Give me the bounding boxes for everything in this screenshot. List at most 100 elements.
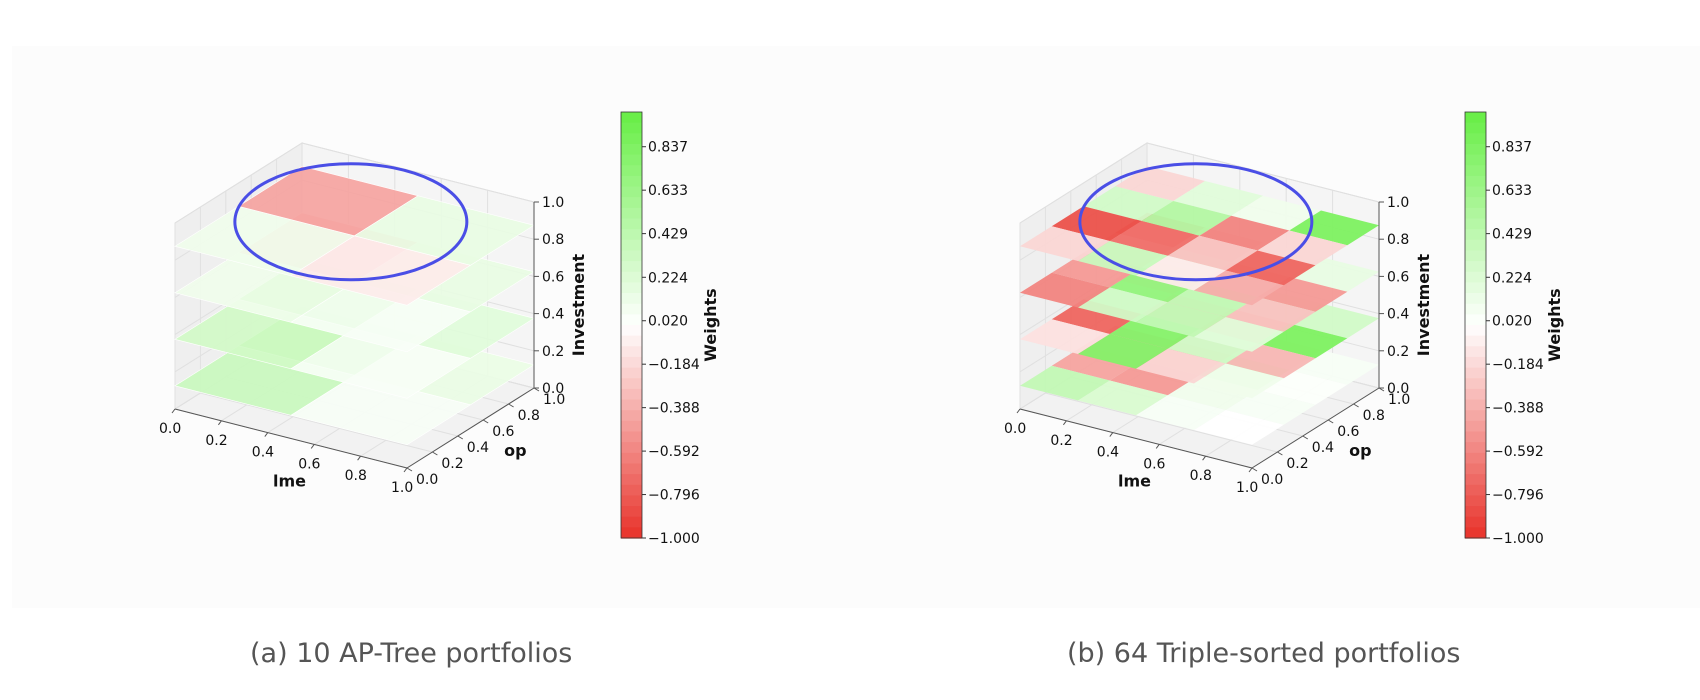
- colorbar-segment: [1465, 261, 1486, 273]
- z-tick-label: 0.0: [1387, 381, 1409, 397]
- colorbar-segment: [621, 495, 642, 507]
- heatmap-layers: [1020, 166, 1379, 445]
- colorbar-segment: [621, 250, 642, 262]
- y-tick: [1353, 403, 1359, 408]
- colorbar-segment: [1465, 250, 1486, 262]
- colorbar-segment: [1465, 346, 1486, 358]
- heatmap-cell: [1225, 390, 1316, 425]
- y-axis-label: op: [1349, 441, 1371, 460]
- colorbar-segment: [621, 399, 642, 411]
- colorbar-segment: [1465, 207, 1486, 220]
- colorbar-tick-label: 0.224: [1492, 270, 1532, 286]
- colorbar-tick-label: −0.592: [1492, 444, 1544, 460]
- y-tick-label: 1.0: [543, 392, 565, 408]
- colorbar-tick-label: 0.837: [648, 140, 688, 156]
- heatmap-cell: [1109, 314, 1200, 349]
- y-tick-label: 0.4: [1312, 440, 1334, 456]
- y-axis-line: [406, 387, 535, 469]
- annotation-ellipse: [233, 162, 469, 282]
- heatmap-cell: [1109, 267, 1200, 303]
- heatmap-cell: [1083, 186, 1174, 221]
- colorbar-tick-label: 0.633: [1492, 183, 1532, 199]
- colorbar-segment: [1465, 325, 1486, 337]
- heatmap-cell: [1136, 395, 1226, 430]
- x-tick: [1109, 432, 1114, 437]
- y-axis-label: op: [504, 441, 526, 460]
- heatmap-layers: [174, 165, 535, 446]
- y-axis-line: [1251, 387, 1380, 469]
- colorbar-tick-label: −0.592: [648, 444, 700, 460]
- y-tick: [482, 419, 489, 424]
- x-tick: [1063, 420, 1067, 426]
- heatmap-cell: [1225, 250, 1316, 286]
- colorbar-segment: [1465, 388, 1486, 401]
- heatmap-cell: [1051, 345, 1142, 381]
- heatmap-cell: [1020, 272, 1110, 308]
- colorbar: 0.837 0.633 0.429 0.224 0.020 −0.184 −0.388 −0.…: [1464, 111, 1564, 547]
- colorbar-tick-label: 0.020: [648, 314, 688, 330]
- x-axis-line: [174, 408, 408, 469]
- colorbar-segment: [621, 207, 642, 220]
- axes: 0.00.20.40.60.81.0 0.00.20.40.60.81.00.00…: [159, 195, 588, 496]
- y-tick-label: 0.8: [518, 408, 540, 424]
- heatmap-cell: [1225, 343, 1316, 379]
- axes: 0.00.20.40.60.81.0 0.00.20.40.60.81.00.00…: [1004, 195, 1433, 496]
- colorbar-segment: [621, 175, 642, 188]
- colorbar-segment: [621, 133, 642, 145]
- caption-b: (b) 64 Triple-sorted portfolios: [1067, 638, 1461, 669]
- heatmap-cell: [1167, 375, 1258, 410]
- heatmap-cell: [1020, 226, 1110, 261]
- colorbar-segment: [1465, 410, 1486, 422]
- heatmap-cell: [1199, 215, 1290, 251]
- colorbar-segment: [621, 112, 642, 124]
- x-tick: [1016, 408, 1021, 414]
- colorbar-tick-label: −0.388: [1492, 401, 1544, 417]
- heatmap-cell: [1078, 241, 1168, 276]
- colorbar-segment: [621, 527, 642, 539]
- gridline: [1146, 142, 1380, 203]
- heatmap-cell: [1194, 317, 1284, 352]
- colorbar-segment: [1465, 154, 1486, 166]
- colorbar-segment: [621, 325, 642, 337]
- x-axis-line: [1019, 408, 1253, 469]
- heatmap-cell: [1136, 348, 1226, 384]
- colorbar-segment: [1465, 229, 1486, 241]
- z-tick-label: 0.6: [1387, 269, 1409, 285]
- colorbar-label: Weights: [701, 288, 720, 361]
- colorbar-segment: [1465, 197, 1486, 209]
- heatmap-cell: [1109, 360, 1200, 396]
- z-tick-label: 0.2: [1387, 344, 1409, 360]
- x-tick-label: 0.4: [1097, 445, 1119, 461]
- colorbar-segment: [1465, 431, 1486, 443]
- y-tick-label: 0.0: [416, 472, 438, 488]
- colorbar-segment: [621, 303, 642, 315]
- colorbar-segment: [1465, 133, 1486, 145]
- colorbar-segment: [1465, 463, 1486, 475]
- colorbar-segment: [621, 197, 642, 209]
- colorbar-segment: [1465, 399, 1486, 411]
- chart-panel-a: 0.00.20.40.60.81.0 0.00.20.40.60.81.00.00…: [159, 111, 720, 547]
- colorbar-segment: [621, 442, 642, 454]
- heatmap-cell: [1225, 297, 1316, 332]
- colorbar-segment: [1465, 452, 1486, 465]
- y-tick-label: 0.6: [1337, 424, 1359, 440]
- z-axis-label: Investment: [1414, 253, 1433, 356]
- colorbar-segment: [1465, 165, 1486, 177]
- gridline: [301, 142, 535, 203]
- heatmap-cell: [1167, 282, 1258, 317]
- colorbar-tick-label: 0.224: [648, 270, 688, 286]
- colorbar-segment: [1465, 484, 1486, 496]
- x-tick-label: 1.0: [391, 480, 413, 496]
- y-tick: [1251, 467, 1258, 472]
- colorbar-segment: [1465, 516, 1486, 528]
- colorbar-segment: [621, 378, 642, 390]
- colorbar-segment: [1465, 282, 1486, 294]
- heatmap-cell: [1109, 221, 1200, 256]
- colorbar-segment: [1465, 271, 1486, 283]
- gridline: [1045, 392, 1278, 453]
- chart-panel-b: 0.00.20.40.60.81.0 0.00.20.40.60.81.00.00…: [1004, 111, 1564, 547]
- x-tick-label: 0.6: [298, 456, 320, 472]
- colorbar-segment: [621, 356, 642, 369]
- x-tick-label: 1.0: [1236, 480, 1258, 496]
- colorbar-segment: [621, 218, 642, 230]
